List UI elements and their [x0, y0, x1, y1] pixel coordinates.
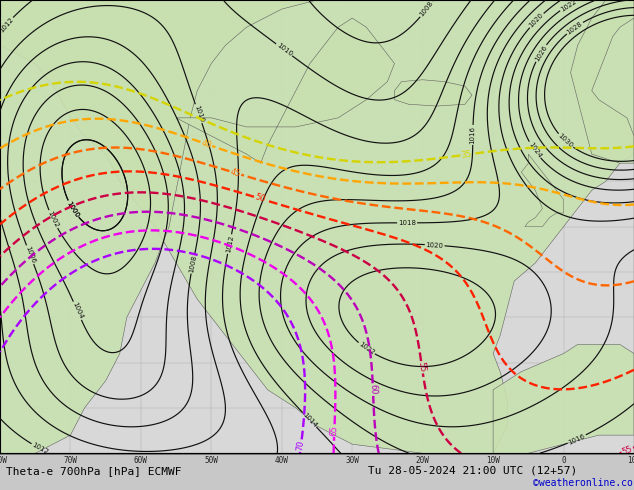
Polygon shape [0, 0, 634, 453]
Text: 1000: 1000 [65, 200, 81, 219]
Text: 1006: 1006 [24, 245, 36, 264]
Text: 45: 45 [229, 167, 242, 179]
Text: 1012: 1012 [0, 16, 15, 33]
Text: 1014: 1014 [301, 411, 318, 428]
Text: 35: 35 [461, 149, 472, 160]
Text: 55: 55 [621, 444, 634, 456]
Text: 20W: 20W [416, 456, 430, 465]
Polygon shape [493, 344, 634, 453]
Text: 40: 40 [200, 138, 213, 150]
Text: 70: 70 [296, 440, 306, 451]
Polygon shape [571, 0, 634, 163]
Text: 10W: 10W [486, 456, 500, 465]
Text: 50W: 50W [204, 456, 218, 465]
Text: 1022: 1022 [559, 0, 578, 12]
Text: 1030: 1030 [557, 133, 574, 149]
Text: 1020: 1020 [528, 12, 545, 29]
Text: Theta-e 700hPa [hPa] ECMWF: Theta-e 700hPa [hPa] ECMWF [6, 466, 182, 476]
Text: 55: 55 [417, 362, 427, 373]
Text: ©weatheronline.co.uk: ©weatheronline.co.uk [533, 478, 634, 488]
Text: 1010: 1010 [193, 104, 204, 123]
Polygon shape [0, 0, 317, 453]
Text: 1018: 1018 [398, 220, 416, 226]
Text: Tu 28-05-2024 21:00 UTC (12+57): Tu 28-05-2024 21:00 UTC (12+57) [368, 466, 577, 476]
Text: 50: 50 [254, 193, 266, 204]
Text: 1016: 1016 [470, 126, 476, 144]
Text: 60W: 60W [134, 456, 148, 465]
Text: 30W: 30W [346, 456, 359, 465]
Text: 1000: 1000 [65, 200, 81, 219]
Text: 0: 0 [561, 456, 566, 465]
Text: 1020: 1020 [425, 242, 444, 248]
Text: 1008: 1008 [418, 0, 434, 18]
Text: 1028: 1028 [566, 20, 584, 35]
Text: 70W: 70W [63, 456, 77, 465]
Text: 1002: 1002 [46, 210, 60, 229]
Polygon shape [394, 80, 472, 106]
Text: 1016: 1016 [567, 433, 586, 445]
Text: 1024: 1024 [527, 141, 542, 159]
Text: 40W: 40W [275, 456, 288, 465]
Text: 80W: 80W [0, 456, 7, 465]
Text: 1026: 1026 [533, 44, 548, 62]
Polygon shape [521, 154, 564, 226]
Polygon shape [176, 18, 394, 163]
Text: 1022: 1022 [358, 341, 375, 356]
Text: 1010: 1010 [275, 42, 293, 58]
Text: 10E: 10E [627, 456, 634, 465]
Text: 60: 60 [368, 384, 378, 395]
Text: 1012: 1012 [31, 442, 49, 456]
Text: 1004: 1004 [71, 301, 84, 320]
Text: 1008: 1008 [188, 254, 198, 273]
Text: 65: 65 [330, 425, 339, 436]
Text: 1012: 1012 [225, 235, 234, 253]
